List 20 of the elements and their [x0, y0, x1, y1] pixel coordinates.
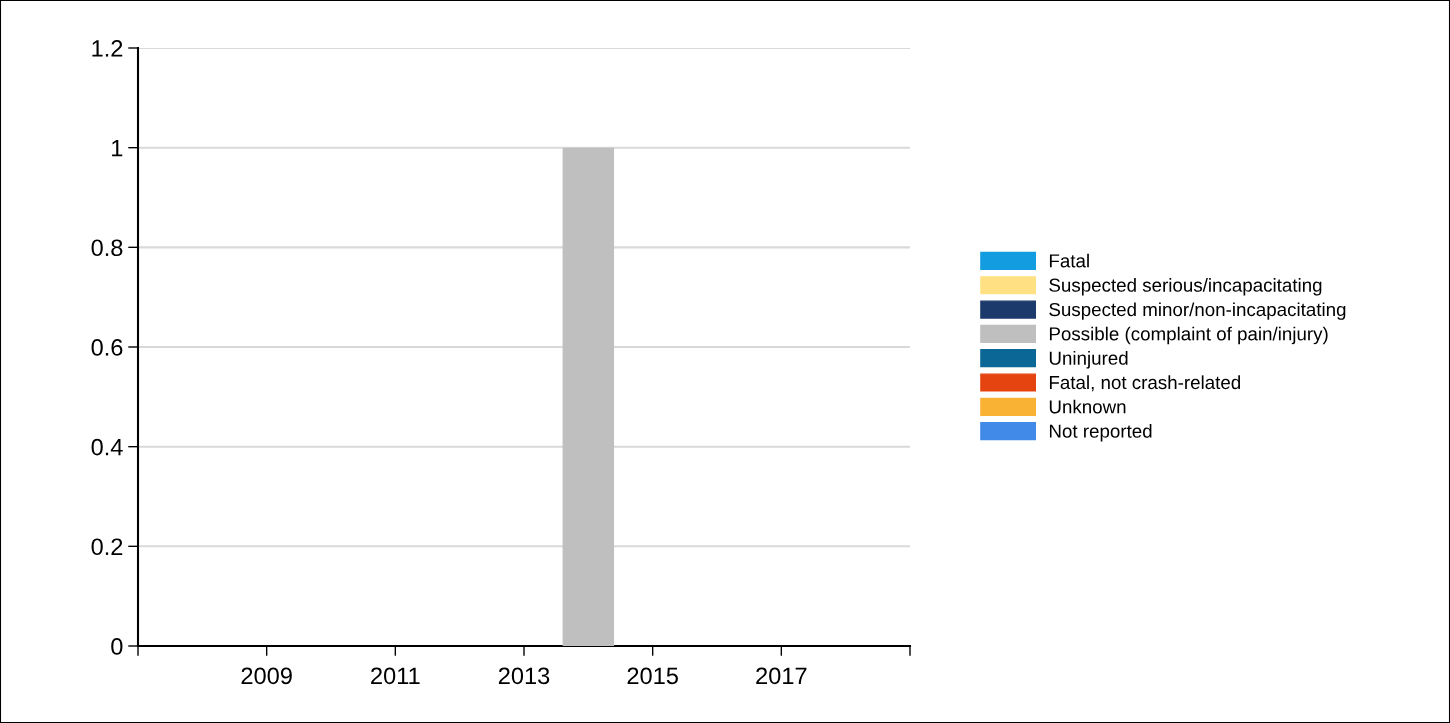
x-tick-label: 2017: [756, 667, 807, 685]
legend-label: Unknown: [1049, 399, 1126, 414]
y-tick-label: 0.2: [91, 538, 123, 556]
x-tick-label: 2009: [241, 667, 292, 685]
legend-label: Fatal: [1049, 253, 1089, 268]
y-tick-label: 0.8: [91, 239, 123, 257]
y-tick-label: 0.4: [91, 438, 123, 456]
y-tick-label: 0.6: [91, 339, 123, 356]
legend-label: Not reported: [1049, 424, 1152, 442]
y-tick-label: 1: [112, 139, 123, 157]
legend-label: Possible (complaint of pain/injury): [1049, 326, 1328, 345]
legend-label: Uninjured: [1049, 351, 1128, 369]
legend-label: Suspected serious/incapacitating: [1049, 278, 1322, 296]
y-tick-label: 1.2: [92, 40, 123, 57]
legend-label: Suspected minor/non-incapacitating: [1049, 302, 1346, 320]
x-tick-label: 2015: [627, 667, 678, 685]
x-tick-label: 2013: [498, 667, 550, 685]
legend-label: Fatal, not crash-related: [1049, 375, 1241, 392]
y-tick-label: 0: [111, 638, 123, 655]
x-tick-label: 2011: [371, 667, 420, 685]
